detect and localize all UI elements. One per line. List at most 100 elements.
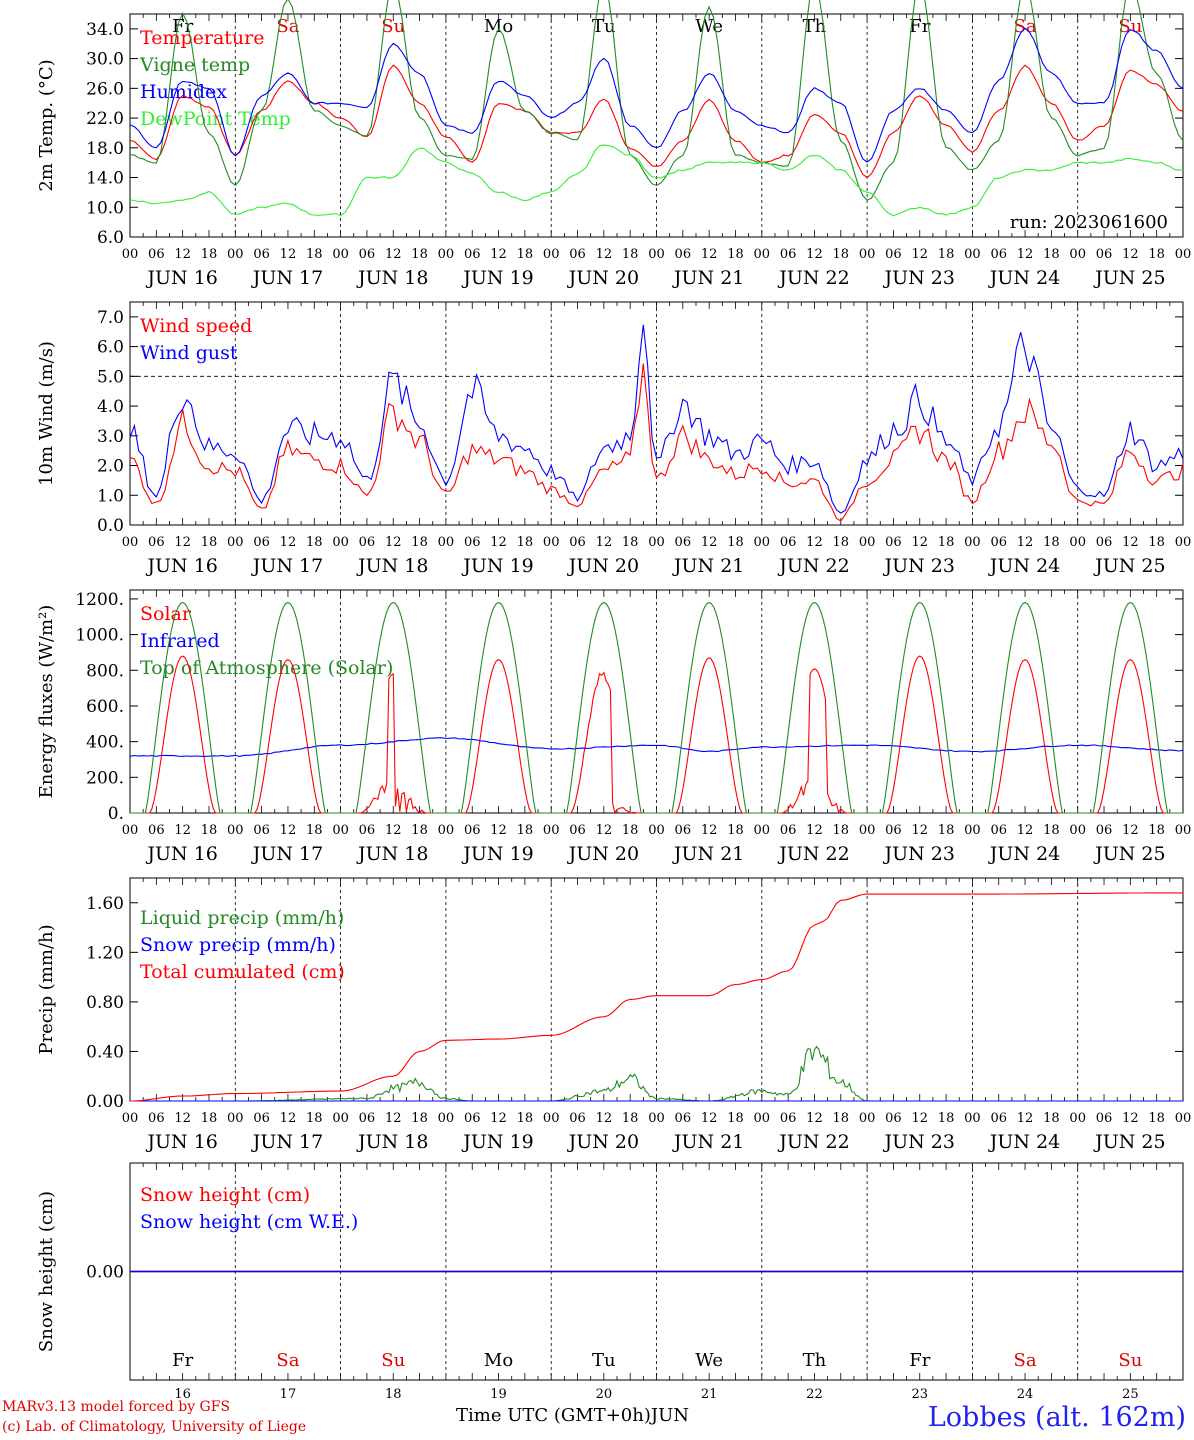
- hour-label: 06: [569, 1111, 586, 1126]
- hour-label: 18: [833, 247, 850, 262]
- hour-label: 06: [1096, 535, 1113, 550]
- y-tick-label: 1.0: [97, 486, 124, 506]
- hour-label: 06: [253, 535, 270, 550]
- hour-label: 06: [990, 823, 1007, 838]
- hour-label: 00: [227, 535, 244, 550]
- hour-label: 00: [122, 823, 139, 838]
- date-label: JUN 23: [883, 555, 955, 577]
- hour-label: 00: [543, 247, 560, 262]
- y-tick-label: 0.00: [86, 1263, 124, 1283]
- hour-label: 06: [253, 823, 270, 838]
- hour-label: 12: [806, 535, 823, 550]
- hour-label: 12: [280, 247, 297, 262]
- weekday-label: Tu: [592, 1350, 616, 1371]
- legend-humidex: Humidex: [140, 81, 227, 103]
- series-infrared: [129, 737, 1184, 757]
- hour-label: 12: [1017, 247, 1034, 262]
- hour-label: 00: [859, 823, 876, 838]
- hour-label: 00: [227, 823, 244, 838]
- hour-label: 18: [727, 823, 744, 838]
- hour-label: 18: [201, 247, 218, 262]
- day-number: 19: [490, 1387, 507, 1402]
- hour-label: 06: [990, 535, 1007, 550]
- hour-label: 00: [648, 247, 665, 262]
- hour-label: 12: [911, 1111, 928, 1126]
- legend-total-cumulated-cm-: Total cumulated (cm): [140, 961, 345, 983]
- y-axis-label: Energy fluxes (W/m²): [36, 605, 57, 799]
- y-tick-label: 26.0: [86, 79, 124, 99]
- hour-label: 12: [385, 247, 402, 262]
- date-label: JUN 24: [988, 1131, 1060, 1153]
- date-label: JUN 24: [988, 267, 1060, 289]
- day-number: 17: [280, 1387, 297, 1402]
- hour-label: 18: [517, 823, 534, 838]
- hour-label: 18: [201, 535, 218, 550]
- weekday-label: Su: [381, 1350, 405, 1371]
- hour-label: 18: [622, 1111, 639, 1126]
- hour-label: 18: [622, 247, 639, 262]
- panel-5: 0.00 Snow height (cm) Snow height (cm) Snow…: [36, 1162, 1184, 1402]
- date-label: JUN 20: [567, 843, 639, 865]
- legend-infrared: Infrared: [140, 630, 220, 652]
- y-tick-label: 7.0: [97, 308, 124, 328]
- date-label: JUN 20: [567, 267, 639, 289]
- y-tick-label: 5.0: [97, 367, 124, 387]
- series-wind-gust: [129, 324, 1184, 514]
- hour-label: 06: [464, 823, 481, 838]
- hour-label: 06: [990, 247, 1007, 262]
- weekday-label: Th: [803, 16, 827, 37]
- hour-label: 00: [438, 823, 455, 838]
- hour-label: 06: [885, 535, 902, 550]
- hour-label: 18: [727, 1111, 744, 1126]
- hour-label: 18: [1148, 823, 1165, 838]
- hour-label: 00: [964, 823, 981, 838]
- y-tick-label: 1.60: [86, 894, 124, 914]
- series-vigne-temp: [129, 0, 1184, 201]
- hour-label: 18: [306, 823, 323, 838]
- date-label: JUN 22: [777, 843, 849, 865]
- hour-label: 12: [806, 247, 823, 262]
- hour-label: 12: [701, 823, 718, 838]
- hour-label: 18: [622, 535, 639, 550]
- hour-label: 18: [306, 535, 323, 550]
- station-name: Lobbes (alt. 162m): [927, 1402, 1186, 1433]
- hour-label: 18: [517, 1111, 534, 1126]
- hour-label: 00: [438, 247, 455, 262]
- hour-label: 12: [1122, 823, 1139, 838]
- hour-label: 06: [885, 823, 902, 838]
- hour-label: 12: [1122, 1111, 1139, 1126]
- series-wind-speed: [129, 363, 1184, 522]
- weekday-label: Sa: [1014, 16, 1037, 37]
- hour-label: 18: [622, 823, 639, 838]
- day-number: 23: [911, 1387, 928, 1402]
- hour-label: 06: [253, 247, 270, 262]
- y-tick-label: 600.: [86, 697, 124, 717]
- hour-label: 00: [438, 535, 455, 550]
- hour-label: 06: [148, 1111, 165, 1126]
- day-number: 22: [806, 1387, 823, 1402]
- hour-label: 12: [911, 823, 928, 838]
- hour-label: 12: [385, 823, 402, 838]
- weekday-label: Su: [1118, 1350, 1142, 1371]
- date-label: JUN 17: [251, 267, 323, 289]
- hour-label: 00: [964, 247, 981, 262]
- weekday-label: Sa: [276, 1350, 299, 1371]
- hour-label: 12: [596, 247, 613, 262]
- date-label: JUN 16: [145, 1131, 217, 1153]
- panel-2: 0.0 1.0 2.0 3.0 4.0 5.0 6.0 7.0 10m Wind (m/s) Wi…: [36, 301, 1191, 577]
- y-tick-label: 0.: [108, 804, 124, 824]
- hour-label: 18: [306, 1111, 323, 1126]
- hour-label: 18: [306, 247, 323, 262]
- hour-label: 12: [911, 535, 928, 550]
- hour-label: 06: [1096, 247, 1113, 262]
- hour-label: 00: [543, 1111, 560, 1126]
- hour-label: 06: [780, 823, 797, 838]
- hour-label: 12: [280, 535, 297, 550]
- legend-solar: Solar: [140, 603, 192, 625]
- hour-label: 12: [174, 1111, 191, 1126]
- weekday-label: Th: [803, 1350, 827, 1371]
- date-label: JUN 16: [145, 267, 217, 289]
- legend-wind-gust: Wind gust: [140, 342, 238, 364]
- date-label: JUN 17: [251, 843, 323, 865]
- weekday-label: Fr: [172, 1350, 193, 1371]
